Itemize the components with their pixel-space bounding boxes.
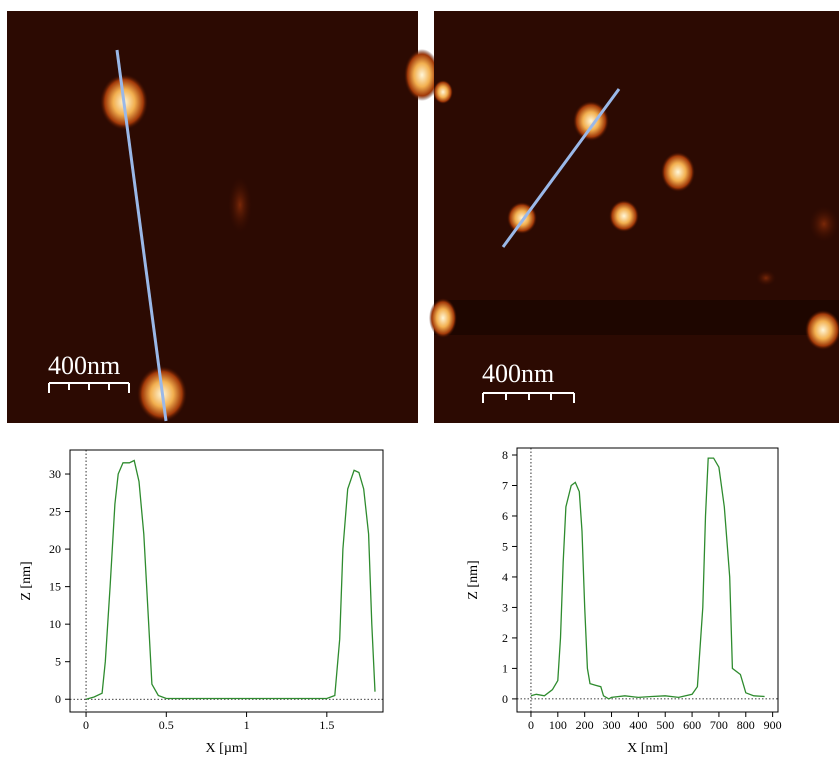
- x-tick-label: 500: [656, 718, 674, 732]
- y-tick-label: 20: [49, 542, 61, 556]
- y-axis-label: Z [nm]: [19, 561, 34, 600]
- x-tick-label: 200: [576, 718, 594, 732]
- y-tick-label: 5: [502, 539, 508, 553]
- x-tick-label: 100: [549, 718, 567, 732]
- y-tick-label: 7: [502, 478, 508, 492]
- x-tick-label: 1: [244, 718, 250, 732]
- y-tick-label: 0: [55, 692, 61, 706]
- y-tick-label: 2: [502, 631, 508, 645]
- y-tick-label: 15: [49, 580, 61, 594]
- scale-bar-label: 400nm: [48, 351, 120, 380]
- y-tick-label: 0: [502, 692, 508, 706]
- x-tick-label: 900: [764, 718, 782, 732]
- x-tick-label: 800: [737, 718, 755, 732]
- y-tick-label: 8: [502, 448, 508, 462]
- y-tick-label: 25: [49, 505, 61, 519]
- y-tick-label: 4: [502, 570, 508, 584]
- afm-image: 400nm: [7, 11, 440, 423]
- x-tick-label: 600: [683, 718, 701, 732]
- afm-image: 400nm: [429, 11, 839, 423]
- x-axis-label: X [µm]: [206, 741, 248, 756]
- y-tick-label: 1: [502, 661, 508, 675]
- x-tick-label: 1.5: [319, 718, 334, 732]
- x-tick-label: 300: [603, 718, 621, 732]
- x-tick-label: 0: [83, 718, 89, 732]
- y-tick-label: 5: [55, 655, 61, 669]
- y-tick-label: 6: [502, 509, 508, 523]
- profile-line: [85, 459, 376, 700]
- x-tick-label: 0.5: [159, 718, 174, 732]
- x-axis-label: X [nm]: [627, 741, 668, 756]
- y-axis-label: Z [nm]: [466, 560, 481, 599]
- y-tick-label: 10: [49, 617, 61, 631]
- profile-line: [530, 457, 765, 700]
- x-tick-label: 0: [528, 718, 534, 732]
- y-tick-label: 30: [49, 467, 61, 481]
- y-tick-label: 3: [502, 600, 508, 614]
- x-tick-label: 700: [710, 718, 728, 732]
- scale-bar-label: 400nm: [482, 359, 554, 388]
- plot-frame: [69, 449, 384, 713]
- plot-frame: [516, 447, 779, 713]
- x-tick-label: 400: [629, 718, 647, 732]
